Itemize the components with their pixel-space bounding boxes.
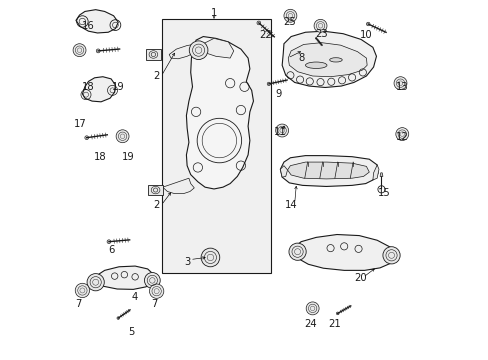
- Polygon shape: [198, 108, 230, 130]
- Ellipse shape: [305, 62, 326, 68]
- Bar: [147, 185, 163, 195]
- Circle shape: [313, 19, 326, 32]
- Text: 8: 8: [298, 53, 305, 63]
- Text: 19: 19: [112, 82, 124, 93]
- Text: 9: 9: [275, 89, 281, 99]
- Polygon shape: [169, 44, 204, 59]
- Text: 7: 7: [151, 299, 158, 309]
- Circle shape: [75, 283, 89, 298]
- Bar: [145, 49, 161, 60]
- Polygon shape: [82, 77, 115, 102]
- Polygon shape: [280, 156, 377, 186]
- Circle shape: [87, 274, 104, 291]
- Text: 1: 1: [210, 8, 217, 18]
- Circle shape: [189, 41, 207, 59]
- Circle shape: [84, 136, 88, 140]
- Circle shape: [266, 82, 270, 86]
- Text: 4: 4: [132, 292, 138, 302]
- Circle shape: [144, 273, 160, 288]
- Ellipse shape: [329, 58, 342, 62]
- Circle shape: [201, 248, 219, 267]
- Bar: [162, 19, 271, 273]
- Text: 24: 24: [304, 319, 317, 329]
- Polygon shape: [372, 165, 378, 180]
- Circle shape: [107, 240, 111, 244]
- Text: 3: 3: [183, 257, 190, 267]
- Text: 16: 16: [82, 21, 95, 31]
- Text: 18: 18: [94, 152, 106, 162]
- Text: 12: 12: [395, 132, 408, 142]
- Text: 2: 2: [153, 200, 160, 210]
- Text: 14: 14: [284, 200, 297, 210]
- Polygon shape: [292, 234, 394, 270]
- Text: 15: 15: [377, 188, 390, 198]
- Circle shape: [257, 21, 260, 25]
- Text: 11: 11: [273, 127, 286, 136]
- Text: 19: 19: [122, 152, 134, 162]
- Circle shape: [393, 77, 406, 90]
- Circle shape: [305, 302, 319, 315]
- Text: 25: 25: [283, 17, 295, 27]
- Polygon shape: [282, 31, 376, 87]
- Text: 21: 21: [327, 319, 340, 329]
- Polygon shape: [92, 266, 154, 289]
- Circle shape: [288, 243, 305, 260]
- Polygon shape: [280, 166, 287, 177]
- Circle shape: [116, 130, 129, 143]
- Circle shape: [275, 124, 288, 137]
- Polygon shape: [379, 173, 382, 176]
- Text: 20: 20: [354, 273, 366, 283]
- Circle shape: [73, 44, 86, 57]
- Polygon shape: [163, 178, 194, 194]
- Text: 2: 2: [153, 71, 160, 81]
- Text: 17: 17: [74, 120, 87, 129]
- Text: 18: 18: [82, 82, 95, 93]
- Text: 10: 10: [359, 30, 372, 40]
- Text: 7: 7: [76, 299, 82, 309]
- Circle shape: [336, 312, 338, 315]
- Circle shape: [117, 317, 119, 319]
- Polygon shape: [76, 10, 118, 33]
- Circle shape: [382, 247, 399, 264]
- Polygon shape: [287, 42, 366, 77]
- Text: 23: 23: [315, 29, 327, 39]
- Circle shape: [315, 37, 316, 39]
- Circle shape: [149, 284, 163, 298]
- Circle shape: [366, 22, 369, 26]
- Text: 6: 6: [108, 245, 115, 255]
- Polygon shape: [287, 162, 368, 179]
- Polygon shape: [186, 37, 253, 189]
- Circle shape: [395, 128, 408, 140]
- Circle shape: [96, 49, 100, 53]
- Text: 5: 5: [128, 327, 135, 337]
- Polygon shape: [199, 39, 233, 58]
- Circle shape: [284, 9, 296, 22]
- Text: 13: 13: [395, 82, 408, 93]
- Text: 22: 22: [259, 30, 272, 40]
